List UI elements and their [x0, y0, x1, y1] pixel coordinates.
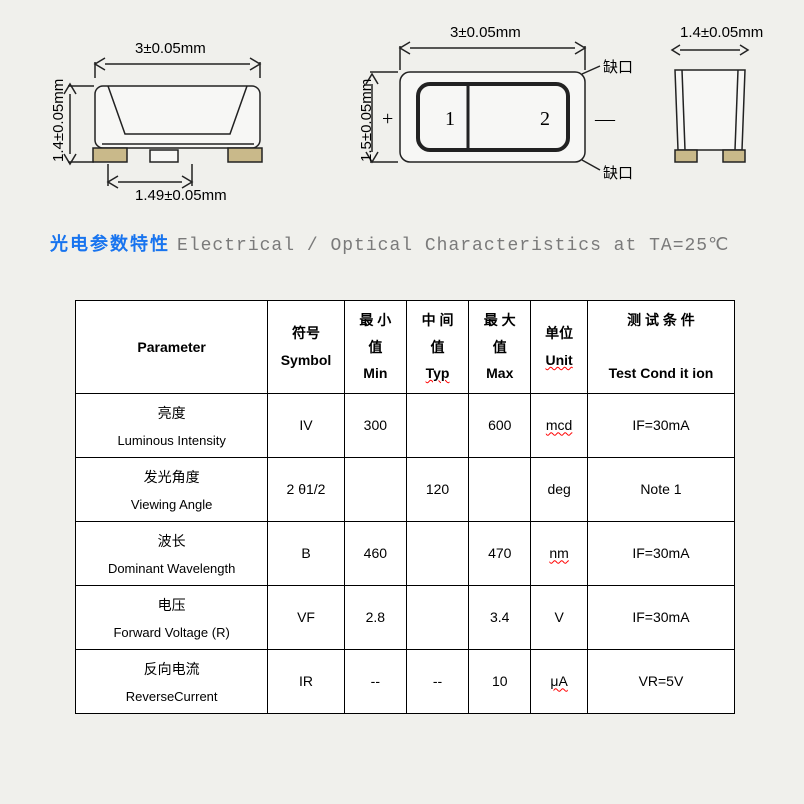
cell-max: 3.4: [469, 585, 531, 649]
cell-typ: --: [406, 649, 468, 713]
hdr-unit-en: Unit: [546, 352, 573, 368]
cell-typ: [406, 521, 468, 585]
cell-unit: nm: [531, 521, 588, 585]
dim-top3-label: 1.4±0.05mm: [680, 24, 763, 41]
cell-typ: [406, 585, 468, 649]
dim-left1-label: 1.4±0.05mm: [50, 79, 67, 162]
pin1-label: 1: [445, 108, 455, 131]
hdr-val-cn1: 值: [368, 339, 382, 355]
cell-max: 470: [469, 521, 531, 585]
dimension-diagrams: 3±0.05mm 1.4±0.05mm 1.49±0.05mm 3±0.05mm: [50, 30, 770, 210]
cell-max: 600: [469, 393, 531, 457]
cell-max: 10: [469, 649, 531, 713]
cell-max: [469, 457, 531, 521]
plus-label: +: [382, 108, 393, 131]
hdr-min-cn: 最 小: [359, 312, 391, 328]
diagram-end-view: [670, 40, 780, 190]
cell-param: 电压Forward Voltage (R): [76, 585, 268, 649]
dim-top2-label: 3±0.05mm: [450, 24, 521, 41]
section-title: 光电参数特性 Electrical / Optical Characterist…: [50, 230, 729, 256]
cell-param: 亮度Luminous Intensity: [76, 393, 268, 457]
minus-label: —: [595, 108, 615, 131]
cell-symbol: IR: [268, 649, 344, 713]
table-row: 电压Forward Voltage (R) VF 2.8 3.4 V IF=30…: [76, 585, 735, 649]
hdr-max-en: Max: [486, 365, 513, 381]
notch-top-label: 缺口: [603, 56, 633, 77]
cell-typ: [406, 393, 468, 457]
hdr-typ-cn: 中 间: [422, 312, 454, 328]
cell-param: 波长Dominant Wavelength: [76, 521, 268, 585]
hdr-param: Parameter: [137, 339, 206, 355]
cell-testcond: IF=30mA: [587, 393, 734, 457]
table-row: 反向电流ReverseCurrent IR -- -- 10 μA VR=5V: [76, 649, 735, 713]
section-title-en: Electrical / Optical Characteristics at …: [177, 236, 729, 256]
cell-testcond: VR=5V: [587, 649, 734, 713]
cell-symbol: B: [268, 521, 344, 585]
cell-testcond: IF=30mA: [587, 521, 734, 585]
cell-min: 2.8: [344, 585, 406, 649]
cell-unit: V: [531, 585, 588, 649]
dim-top1-label: 3±0.05mm: [135, 40, 206, 57]
table-body: 亮度Luminous Intensity IV 300 600 mcd IF=3…: [76, 393, 735, 713]
hdr-unit-cn: 单位: [545, 325, 573, 341]
table-row: 发光角度Viewing Angle 2 θ1/2 120 deg Note 1: [76, 457, 735, 521]
cell-symbol: 2 θ1/2: [268, 457, 344, 521]
pin2-label: 2: [540, 108, 550, 131]
hdr-tc-cn: 测 试 条 件: [627, 312, 695, 328]
table-row: 亮度Luminous Intensity IV 300 600 mcd IF=3…: [76, 393, 735, 457]
cell-unit: mcd: [531, 393, 588, 457]
dim-left2-label: 1.5±0.05mm: [358, 79, 375, 162]
cell-symbol: VF: [268, 585, 344, 649]
cell-unit: μA: [531, 649, 588, 713]
dim-bottom-label: 1.49±0.05mm: [135, 187, 227, 204]
cell-symbol: IV: [268, 393, 344, 457]
hdr-min-en: Min: [363, 365, 387, 381]
characteristics-table: Parameter 符号 Symbol 最 小 值 Min 中 间 值 Typ …: [75, 300, 735, 714]
cell-testcond: Note 1: [587, 457, 734, 521]
table-header-row: Parameter 符号 Symbol 最 小 值 Min 中 间 值 Typ …: [76, 301, 735, 394]
cell-min: 460: [344, 521, 406, 585]
hdr-symbol-cn: 符号: [292, 325, 320, 341]
cell-min: [344, 457, 406, 521]
cell-param: 发光角度Viewing Angle: [76, 457, 268, 521]
hdr-val-cn3: 值: [493, 339, 507, 355]
section-title-cn: 光电参数特性: [50, 234, 170, 254]
cell-min: --: [344, 649, 406, 713]
notch-bot-label: 缺口: [603, 162, 633, 183]
hdr-max-cn: 最 大: [484, 312, 516, 328]
hdr-symbol-en: Symbol: [281, 352, 332, 368]
hdr-typ-en: Typ: [426, 365, 450, 381]
cell-typ: 120: [406, 457, 468, 521]
cell-unit: deg: [531, 457, 588, 521]
hdr-tc-en: Test Cond it ion: [609, 365, 714, 381]
table-row: 波长Dominant Wavelength B 460 470 nm IF=30…: [76, 521, 735, 585]
hdr-val-cn2: 值: [431, 339, 445, 355]
cell-testcond: IF=30mA: [587, 585, 734, 649]
cell-param: 反向电流ReverseCurrent: [76, 649, 268, 713]
cell-min: 300: [344, 393, 406, 457]
